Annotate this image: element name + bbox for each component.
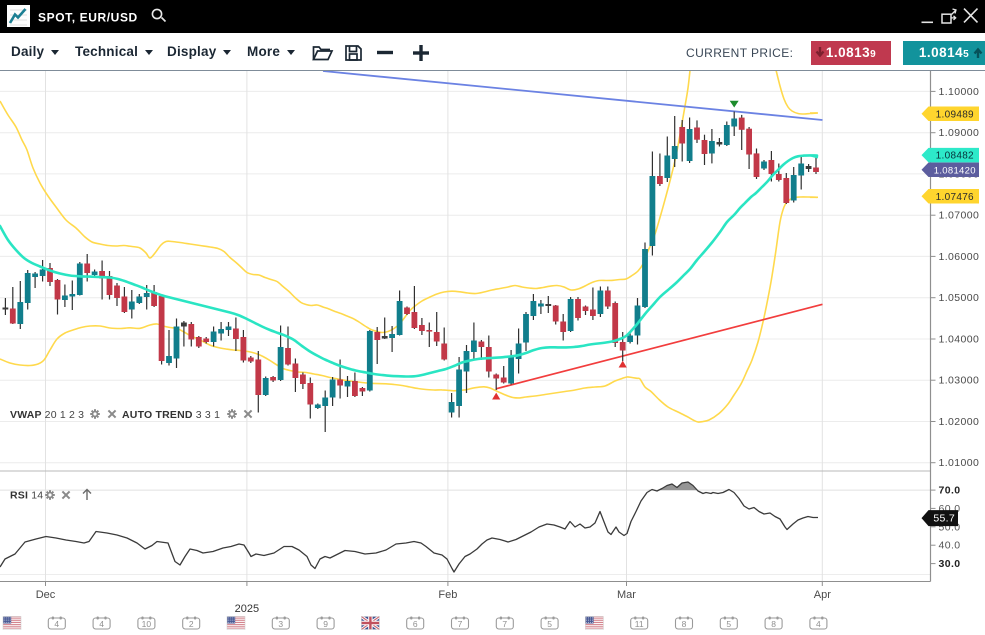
svg-text:Feb: Feb xyxy=(438,589,457,601)
svg-text:Mar: Mar xyxy=(617,589,636,601)
svg-text:4: 4 xyxy=(816,619,821,629)
svg-text:5: 5 xyxy=(726,619,731,629)
svg-text:SPOT, EUR/USD: SPOT, EUR/USD xyxy=(38,11,138,25)
svg-text:1.07000: 1.07000 xyxy=(939,210,980,222)
svg-text:40.0: 40.0 xyxy=(939,540,961,552)
svg-text:4: 4 xyxy=(54,619,59,629)
svg-text:9: 9 xyxy=(323,619,328,629)
svg-text:3: 3 xyxy=(278,619,283,629)
svg-text:RSI 14: RSI 14 xyxy=(10,490,43,502)
svg-text:1.08482: 1.08482 xyxy=(936,151,974,162)
svg-text:4: 4 xyxy=(99,619,104,629)
svg-text:AUTO TREND 3 3 1: AUTO TREND 3 3 1 xyxy=(122,409,220,421)
svg-text:7: 7 xyxy=(502,619,507,629)
svg-text:1.04000: 1.04000 xyxy=(939,334,980,346)
svg-text:7: 7 xyxy=(458,619,463,629)
svg-text:70.0: 70.0 xyxy=(939,485,961,497)
svg-text:30.0: 30.0 xyxy=(939,558,961,570)
svg-text:1.09000: 1.09000 xyxy=(939,127,980,139)
svg-text:1.01000: 1.01000 xyxy=(939,457,980,469)
svg-text:1.05000: 1.05000 xyxy=(939,292,980,304)
svg-text:1.081420: 1.081420 xyxy=(934,165,976,176)
svg-text:1.06000: 1.06000 xyxy=(939,251,980,263)
svg-text:VWAP 20 1 2 3: VWAP 20 1 2 3 xyxy=(10,409,84,421)
svg-text:1.10000: 1.10000 xyxy=(939,86,980,98)
svg-text:1.07476: 1.07476 xyxy=(936,192,974,203)
svg-text:8: 8 xyxy=(682,619,687,629)
svg-text:11: 11 xyxy=(635,619,644,629)
svg-text:Apr: Apr xyxy=(814,589,831,601)
svg-text:1.02000: 1.02000 xyxy=(939,416,980,428)
svg-text:6: 6 xyxy=(413,619,418,629)
svg-text:1.09489: 1.09489 xyxy=(936,109,974,120)
svg-text:2: 2 xyxy=(189,619,194,629)
svg-text:2025: 2025 xyxy=(235,603,259,615)
svg-text:5: 5 xyxy=(547,619,552,629)
svg-text:8: 8 xyxy=(771,619,776,629)
svg-text:10: 10 xyxy=(142,619,152,629)
svg-text:55.7: 55.7 xyxy=(933,513,955,525)
svg-text:Dec: Dec xyxy=(36,589,56,601)
svg-text:1.03000: 1.03000 xyxy=(939,375,980,387)
